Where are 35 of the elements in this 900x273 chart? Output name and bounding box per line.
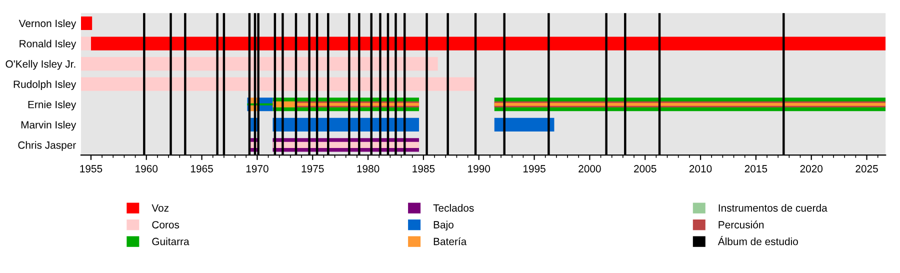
- legend-label: Álbum de estudio: [718, 236, 798, 246]
- x-tick-label: 1985: [412, 165, 435, 172]
- x-tick-label: 2000: [578, 165, 601, 172]
- legend-label: Bajo: [434, 220, 454, 230]
- y-tick-label: Rudolph Isley: [14, 80, 76, 90]
- legend-label: Guitarra: [152, 238, 190, 246]
- x-tick-label: 1990: [468, 165, 490, 172]
- x-tick-label: 2005: [634, 165, 656, 172]
- x-tick-label: 1960: [136, 165, 158, 172]
- x-tick-label: 2025: [856, 165, 878, 172]
- legend-label: Percusión: [718, 220, 764, 228]
- y-tick-label: Marvin Isley: [21, 120, 76, 131]
- bar: [494, 118, 554, 132]
- y-tick-label: Ernie Isley: [28, 100, 76, 110]
- x-tick-label: 2015: [744, 165, 768, 172]
- bar: [81, 36, 91, 50]
- y-tick-label: O'Kelly Isley Jr.: [6, 60, 76, 70]
- x-tick-label: 1955: [80, 165, 102, 172]
- x-tick-label: 1970: [246, 165, 268, 172]
- legend-label: Teclados: [433, 204, 474, 212]
- y-tick-label: Vernon Isley: [18, 19, 76, 30]
- x-tick-label: 1975: [302, 165, 324, 172]
- legend-label: Batería: [434, 237, 467, 246]
- bar: [90, 36, 886, 50]
- x-tick-label: 1980: [357, 165, 380, 172]
- y-tick-label: Ronald Isley: [20, 40, 76, 50]
- x-tick-label: 2020: [800, 165, 823, 172]
- legend-label: Instrumentos de cuerda: [718, 204, 828, 212]
- bar: [81, 16, 92, 30]
- x-tick-label: 1995: [523, 165, 546, 172]
- y-tick-label: Chris Jasper: [18, 141, 76, 151]
- x-tick-label: 2010: [689, 165, 712, 172]
- x-tick-label: 1965: [191, 165, 213, 172]
- legend-label: Voz: [152, 204, 169, 212]
- legend-label: Coros: [152, 221, 180, 228]
